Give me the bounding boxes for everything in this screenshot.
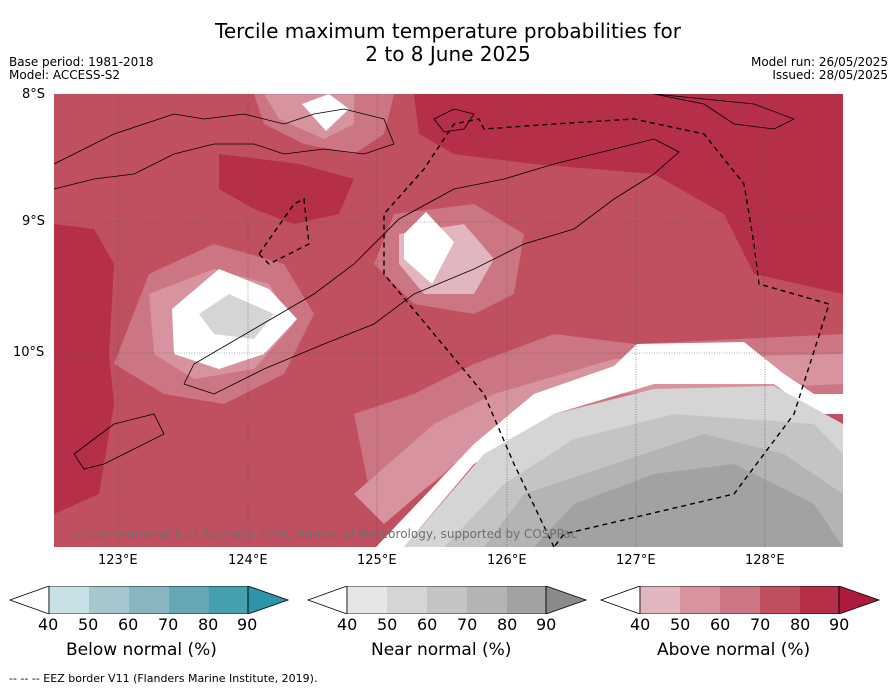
above-normal-over-triangle [838, 586, 881, 614]
near-normal-tick-80: 80 [497, 615, 518, 634]
eez-border-oecusse [258, 197, 310, 265]
above-normal-bin-80 [800, 586, 839, 614]
model-run: Model run: 26/05/2025 [750, 55, 888, 69]
above-normal-80-region-west [54, 224, 114, 514]
above-normal-bin-70 [760, 586, 800, 614]
white-band-south [376, 342, 843, 547]
above-normal-80-region-north [414, 94, 843, 294]
below-normal-tick-50: 50 [78, 615, 99, 634]
below-normal-tick-90: 90 [237, 615, 258, 634]
lon-label-127e: 127°E [616, 553, 656, 568]
near-normal-bin-80 [507, 586, 546, 614]
near-normal-80-region-south [534, 464, 843, 547]
above-normal-tick-50: 50 [670, 615, 691, 634]
base-period: Base period: 1981-2018 [9, 55, 154, 69]
map-title: Tercile maximum temperature probabilitie… [0, 20, 896, 66]
near-normal-label: Near normal (%) [371, 640, 512, 660]
white-patch-central [404, 212, 454, 284]
title-line-2: 2 to 8 June 2025 [365, 42, 531, 66]
lon-label-128e: 128°E [745, 553, 785, 568]
above-normal-under-triangle [599, 586, 641, 614]
rote-sawu-coast [73, 413, 165, 470]
colorbar-above-normal [599, 586, 881, 614]
title-line-1: Tercile maximum temperature probabilitie… [215, 19, 681, 43]
lat-label-9s: 9°S [22, 214, 46, 229]
below-normal-tick-60: 60 [118, 615, 139, 634]
east-islands-coast [653, 94, 795, 130]
near-normal-bin-40 [347, 586, 387, 614]
above-normal-tick-40: 40 [630, 615, 651, 634]
near-normal-tick-50: 50 [377, 615, 398, 634]
eez-footnote: -- -- -- EEZ border V11 (Flanders Marine… [9, 672, 318, 685]
lat-label-10s: 10°S [13, 345, 45, 360]
near-normal-tick-40: 40 [337, 615, 358, 634]
below-normal-tick-40: 40 [38, 615, 59, 634]
above-normal-80-region-central [219, 154, 354, 224]
colorbar-below-normal [8, 586, 290, 614]
below-normal-bin-50 [89, 586, 129, 614]
lon-label-126e: 126°E [487, 553, 527, 568]
graticule [54, 94, 843, 547]
lon-label-123e: 123°E [98, 553, 138, 568]
below-normal-tick-80: 80 [198, 615, 219, 634]
above-normal-tick-60: 60 [710, 615, 731, 634]
near-normal-under-triangle [306, 586, 348, 614]
above-normal-label: Above normal (%) [657, 640, 811, 660]
above-normal-bin-50 [680, 586, 720, 614]
below-normal-label: Below normal (%) [66, 640, 217, 660]
issued-date: Issued: 28/05/2025 [772, 68, 888, 82]
below-normal-over-triangle [247, 586, 290, 614]
lat-label-8s: 8°S [22, 87, 46, 102]
lon-label-125e: 125°E [357, 553, 397, 568]
eez-border [383, 118, 830, 547]
above-normal-frame [639, 586, 840, 614]
model-name: Model: ACCESS-S2 [9, 68, 121, 82]
near-normal-over-triangle [545, 586, 588, 614]
near-normal-tick-90: 90 [536, 615, 557, 634]
near-normal-patch-west [199, 294, 274, 339]
near-normal-bin-70 [467, 586, 507, 614]
above-normal-bin-40 [640, 586, 680, 614]
flores-alor-coast [54, 108, 395, 190]
near-normal-tick-70: 70 [457, 615, 478, 634]
below-normal-bin-70 [169, 586, 209, 614]
meta-left: Base period: 1981-2018 Model: ACCESS-S2 [9, 56, 154, 82]
colorbar-near-normal [306, 586, 588, 614]
above-normal-tick-70: 70 [750, 615, 771, 634]
below-normal-bin-40 [49, 586, 89, 614]
below-normal-bin-60 [129, 586, 169, 614]
above-normal-bin-60 [720, 586, 760, 614]
near-normal-tick-60: 60 [417, 615, 438, 634]
above-normal-tick-80: 80 [790, 615, 811, 634]
below-normal-frame [48, 586, 249, 614]
near-normal-bin-60 [427, 586, 467, 614]
lon-label-124e: 124°E [228, 553, 268, 568]
map-credit: © Commonwealth of Australia 2025, Bureau… [72, 527, 578, 541]
probability-map [54, 94, 843, 547]
above-normal-tick-90: 90 [829, 615, 850, 634]
colorbars [8, 586, 881, 614]
below-normal-tick-70: 70 [158, 615, 179, 634]
below-normal-under-triangle [8, 586, 50, 614]
white-patch-north [302, 94, 349, 131]
near-normal-bin-50 [387, 586, 427, 614]
below-normal-bin-80 [209, 586, 248, 614]
meta-right: Model run: 26/05/2025 Issued: 28/05/2025 [751, 56, 888, 82]
near-normal-frame [346, 586, 547, 614]
